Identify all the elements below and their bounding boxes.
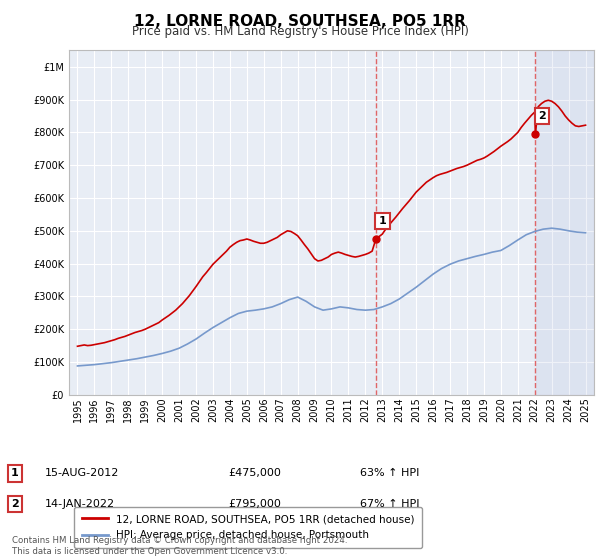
- Text: 2: 2: [538, 111, 546, 121]
- Text: 1: 1: [379, 216, 386, 226]
- Text: £795,000: £795,000: [228, 499, 281, 509]
- Text: 12, LORNE ROAD, SOUTHSEA, PO5 1RR: 12, LORNE ROAD, SOUTHSEA, PO5 1RR: [134, 14, 466, 29]
- Text: 2: 2: [11, 499, 19, 509]
- Text: 14-JAN-2022: 14-JAN-2022: [45, 499, 115, 509]
- Text: 1: 1: [11, 468, 19, 478]
- Bar: [535, 50, 594, 395]
- Text: Contains HM Land Registry data © Crown copyright and database right 2024.
This d: Contains HM Land Registry data © Crown c…: [12, 536, 347, 556]
- Text: £475,000: £475,000: [228, 468, 281, 478]
- Text: Price paid vs. HM Land Registry's House Price Index (HPI): Price paid vs. HM Land Registry's House …: [131, 25, 469, 38]
- Text: 67% ↑ HPI: 67% ↑ HPI: [360, 499, 419, 509]
- Text: 63% ↑ HPI: 63% ↑ HPI: [360, 468, 419, 478]
- Legend: 12, LORNE ROAD, SOUTHSEA, PO5 1RR (detached house), HPI: Average price, detached: 12, LORNE ROAD, SOUTHSEA, PO5 1RR (detac…: [74, 507, 422, 548]
- Text: 15-AUG-2012: 15-AUG-2012: [45, 468, 119, 478]
